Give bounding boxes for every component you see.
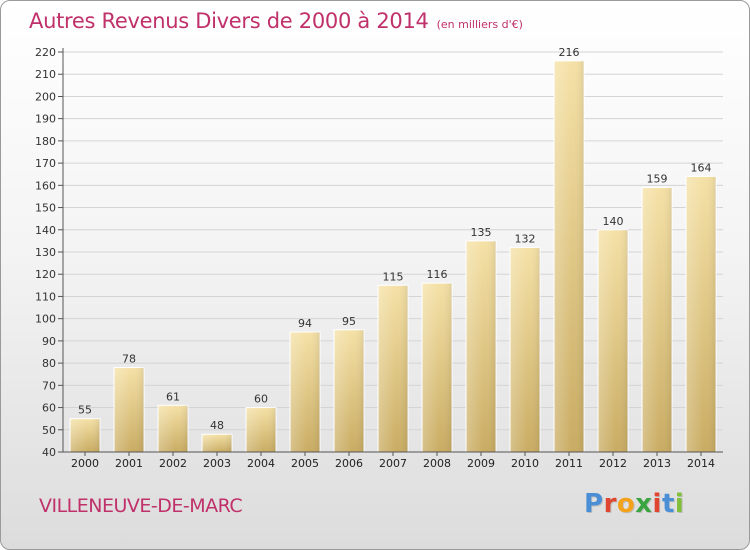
bar-shade-2006 [334,329,364,452]
bar-shade-2003 [202,434,232,452]
x-tick-label-2008: 2008 [423,457,451,470]
bar-shade-2014 [686,176,716,452]
x-tick-label-2001: 2001 [115,457,143,470]
value-label-2007: 115 [383,270,404,283]
logo-letter: x [635,489,653,519]
y-tick-label: 60 [42,402,56,415]
value-label-2004: 60 [254,393,268,406]
logo-letter: t [661,489,675,519]
y-tick-label: 70 [42,379,56,392]
y-tick-label: 160 [35,179,56,192]
x-tick-label-2011: 2011 [555,457,583,470]
value-label-2014: 164 [691,161,712,174]
value-label-2003: 48 [210,419,224,432]
y-tick-label: 100 [35,313,56,326]
bar-shade-2012 [598,229,628,452]
value-label-2009: 135 [471,226,492,239]
y-tick-label: 210 [35,68,56,81]
value-label-2000: 55 [78,404,92,417]
commune-name: VILLENEUVE-DE-MARC [39,495,243,517]
bars [69,60,717,453]
x-tick-label-2006: 2006 [335,457,363,470]
x-tick-label-2007: 2007 [379,457,407,470]
bar-shade-2000 [70,418,100,452]
y-tick-label: 170 [35,157,56,170]
value-label-2001: 78 [122,353,136,366]
logo-letter: i [674,489,685,519]
bar-shade-2004 [246,407,276,452]
bar-shade-2007 [378,285,408,452]
proxiti-logo[interactable]: Proxiti [584,489,684,519]
bar-shade-2013 [642,187,672,453]
logo-letter: i [652,489,662,519]
y-tick-label: 80 [42,357,56,370]
x-tick-label-2003: 2003 [203,457,231,470]
axes: 40 50 60 70 80 90 100 110 120 130 140 150 160 170 180 1… [35,46,723,470]
y-tick-label: 90 [42,335,56,348]
value-label-2010: 132 [515,233,536,246]
x-tick-label-2013: 2013 [643,457,671,470]
x-tick-label-2009: 2009 [467,457,495,470]
y-tick-label: 200 [35,90,56,103]
y-tick-label: 220 [35,46,56,59]
value-labels: 55 78 61 48 60 94 95 115 116 135 132 216 140 159 164 [78,46,712,432]
value-label-2002: 61 [166,390,180,403]
bar-shade-2002 [158,405,188,452]
y-tick-label: 120 [35,268,56,281]
logo-letter: o [616,489,636,519]
bar-shade-2008 [422,283,452,452]
unit-note: (en milliers d'€) [436,18,523,31]
logo-letter: P [584,489,604,519]
x-tick-label-2000: 2000 [71,457,99,470]
y-tick-label: 110 [35,290,56,303]
chart-title: Autres Revenus Divers de 2000 à 2014 (en … [29,9,523,33]
logo-letter: r [603,489,617,519]
y-tick-label: 180 [35,135,56,148]
bar-shade-2010 [510,247,540,452]
x-tick-label-2010: 2010 [511,457,539,470]
x-tick-label-2002: 2002 [159,457,187,470]
x-tick-label-2014: 2014 [687,457,715,470]
bar-shade-2009 [466,240,496,452]
value-label-2012: 140 [603,215,624,228]
x-tick-label-2004: 2004 [247,457,275,470]
y-tick-label: 50 [42,424,56,437]
y-tick-label: 190 [35,113,56,126]
bar-shade-2001 [114,367,144,452]
y-tick-label: 130 [35,246,56,259]
x-tick-label-2012: 2012 [599,457,627,470]
bar-shade-2005 [290,332,320,452]
y-tick-label: 150 [35,202,56,215]
value-label-2013: 159 [647,173,668,186]
y-tick-label: 140 [35,224,56,237]
value-label-2005: 94 [298,317,312,330]
value-label-2006: 95 [342,315,356,328]
y-tick-label: 40 [42,446,56,459]
value-label-2008: 116 [427,268,448,281]
x-tick-label-2005: 2005 [291,457,319,470]
chart-title-text: Autres Revenus Divers de 2000 à 2014 [29,9,429,33]
bar-shade-2011 [554,60,584,453]
value-label-2011: 216 [559,46,580,59]
